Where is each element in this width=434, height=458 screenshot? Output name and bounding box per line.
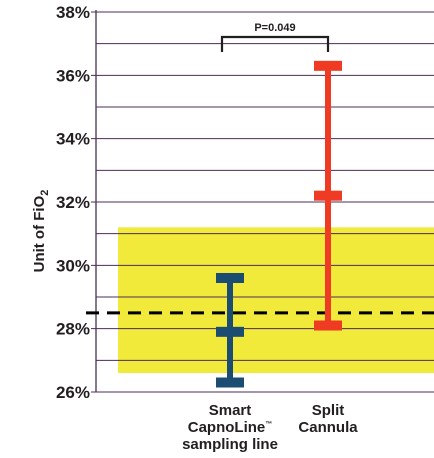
y-tick-label: 26%: [56, 383, 90, 402]
reference-band: [118, 227, 434, 373]
y-tick-label: 28%: [56, 320, 90, 339]
y-tick-label: 36%: [56, 66, 90, 85]
y-tick-label: 30%: [56, 256, 90, 275]
error-bar-low-cap: [216, 377, 244, 388]
y-tick-label: 38%: [56, 3, 90, 22]
category-label: Smart: [209, 402, 252, 419]
error-bars: [216, 60, 342, 388]
y-axis-label: Unit of FiO2: [31, 190, 51, 273]
y-tick-label: 32%: [56, 193, 90, 212]
significance-bracket: [220, 35, 330, 52]
y-tick-labels: 26% 28% 30% 32% 34% 36% 38%: [56, 3, 90, 402]
grid-lines: [91, 11, 434, 393]
error-bar: [216, 273, 244, 388]
error-bar-mid-cap: [314, 190, 342, 201]
y-tick-label: 34%: [56, 130, 90, 149]
error-bar-mid-cap: [216, 326, 244, 337]
p-value-label: P=0.049: [254, 22, 295, 34]
y-axis-label-subscript: 2: [39, 190, 51, 196]
error-bar-low-cap: [314, 320, 342, 331]
error-bar: [314, 60, 342, 331]
category-label: Cannula: [298, 419, 358, 436]
error-bar-high-cap: [216, 273, 244, 283]
category-label: Split: [312, 402, 345, 419]
error-bar-high-cap: [314, 60, 342, 71]
category-label: CapnoLine™: [188, 419, 273, 436]
category-label: sampling line: [182, 436, 278, 453]
